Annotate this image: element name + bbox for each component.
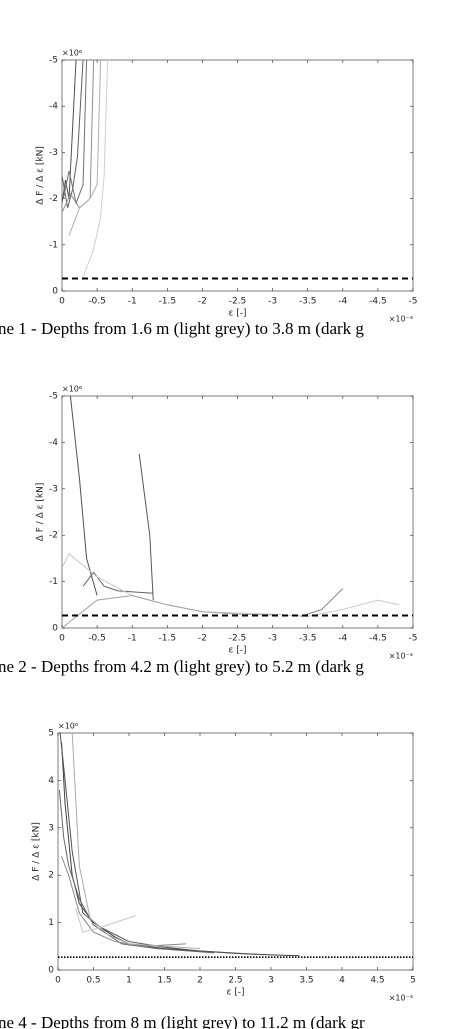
data-line xyxy=(300,588,344,617)
x-tick-label: 0 xyxy=(59,634,65,644)
x-tick-label: -1 xyxy=(128,297,137,307)
x-tick-label: 0 xyxy=(55,976,61,986)
x-tick-label: -1.5 xyxy=(159,297,177,307)
x-tick-label: 0.5 xyxy=(86,976,100,986)
y-exponent: ×10⁶ xyxy=(58,722,78,731)
x-tick-label: 1 xyxy=(126,976,132,986)
y-tick-label: -3 xyxy=(49,148,58,158)
y-axis-label: Δ F / Δ ε [kN] xyxy=(36,146,46,205)
plot-lines xyxy=(62,60,413,280)
data-line xyxy=(62,595,273,628)
y-axis-label: Δ F / Δ ε [kN] xyxy=(32,822,42,881)
x-tick-label: -2.5 xyxy=(229,634,247,644)
x-tick-label: -5 xyxy=(409,297,418,307)
y-tick-label: 0 xyxy=(48,966,54,976)
x-tick-label: -4.5 xyxy=(369,297,387,307)
caption: ne 2 - Depths from 4.2 m (light grey) to… xyxy=(0,657,364,676)
x-tick-label: -3.5 xyxy=(299,634,317,644)
data-line xyxy=(69,396,98,596)
y-tick-label: 0 xyxy=(52,287,58,297)
x-exponent: ×10⁻³ xyxy=(389,315,413,324)
data-line xyxy=(58,789,215,954)
x-tick-label: -2.5 xyxy=(229,297,247,307)
data-line xyxy=(75,908,137,933)
y-exponent: ×10⁶ xyxy=(62,385,82,394)
x-tick-label: -0.5 xyxy=(88,634,106,644)
x-tick-label: -1.5 xyxy=(159,634,177,644)
y-tick-label: 0 xyxy=(52,624,58,634)
plot-area xyxy=(61,59,414,292)
x-tick-label: 3.5 xyxy=(299,976,313,986)
x-tick-label: -3 xyxy=(268,634,277,644)
x-exponent: ×10⁻³ xyxy=(389,994,413,1003)
x-tick-label: -0.5 xyxy=(88,297,106,307)
x-tick-label: -2 xyxy=(198,634,207,644)
x-tick-label: -4.5 xyxy=(369,634,387,644)
y-tick-label: -5 xyxy=(49,56,58,66)
y-tick-label: -2 xyxy=(49,531,58,541)
plot-area xyxy=(57,732,414,971)
x-tick-label: 3 xyxy=(268,976,274,986)
plot-area xyxy=(61,395,414,629)
x-tick-label: -3 xyxy=(268,297,277,307)
x-tick-label: -3.5 xyxy=(299,297,317,307)
x-tick-label: 2.5 xyxy=(228,976,242,986)
y-tick-label: -1 xyxy=(49,240,58,250)
data-line xyxy=(68,60,102,236)
y-tick-label: 2 xyxy=(48,871,54,881)
x-tick-label: -2 xyxy=(198,297,207,307)
y-tick-label: -5 xyxy=(49,392,58,402)
x-axis-label: ε [-] xyxy=(229,646,247,656)
x-tick-label: 5 xyxy=(410,976,416,986)
x-tick-label: 0 xyxy=(59,297,65,307)
data-line xyxy=(61,856,186,947)
plot-lines xyxy=(58,733,413,959)
y-tick-label: 1 xyxy=(48,918,54,928)
caption: ne 1 - Depths from 1.6 m (light grey) to… xyxy=(0,319,364,338)
data-line xyxy=(71,733,201,950)
y-axis-label: Δ F / Δ ε [kN] xyxy=(36,483,46,542)
x-tick-label: -1 xyxy=(128,634,137,644)
y-tick-label: -2 xyxy=(49,194,58,204)
y-tick-label: -4 xyxy=(49,102,58,112)
x-axis-label: ε [-] xyxy=(229,309,247,319)
y-tick-label: 5 xyxy=(48,729,54,739)
y-tick-label: 4 xyxy=(48,776,54,786)
y-tick-label: -1 xyxy=(49,577,58,587)
x-tick-label: 4.5 xyxy=(370,976,384,986)
y-tick-label: -4 xyxy=(49,438,58,448)
x-tick-label: 4 xyxy=(339,976,345,986)
plot-lines xyxy=(62,396,413,628)
y-exponent: ×10⁶ xyxy=(62,49,82,58)
x-exponent: ×10⁻³ xyxy=(389,652,413,661)
data-line xyxy=(138,453,154,601)
x-tick-label: 2 xyxy=(197,976,203,986)
x-tick-label: -4 xyxy=(338,634,347,644)
y-tick-label: 3 xyxy=(48,823,54,833)
y-tick-label: -3 xyxy=(49,484,58,494)
x-tick-label: -4 xyxy=(338,297,347,307)
x-axis-label: ε [-] xyxy=(227,988,245,998)
data-line xyxy=(82,60,109,278)
caption: ne 4 - Depths from 8 m (light grey) to 1… xyxy=(0,1013,365,1029)
data-line xyxy=(82,571,154,594)
x-tick-label: 1.5 xyxy=(157,976,171,986)
x-tick-label: -5 xyxy=(409,634,418,644)
